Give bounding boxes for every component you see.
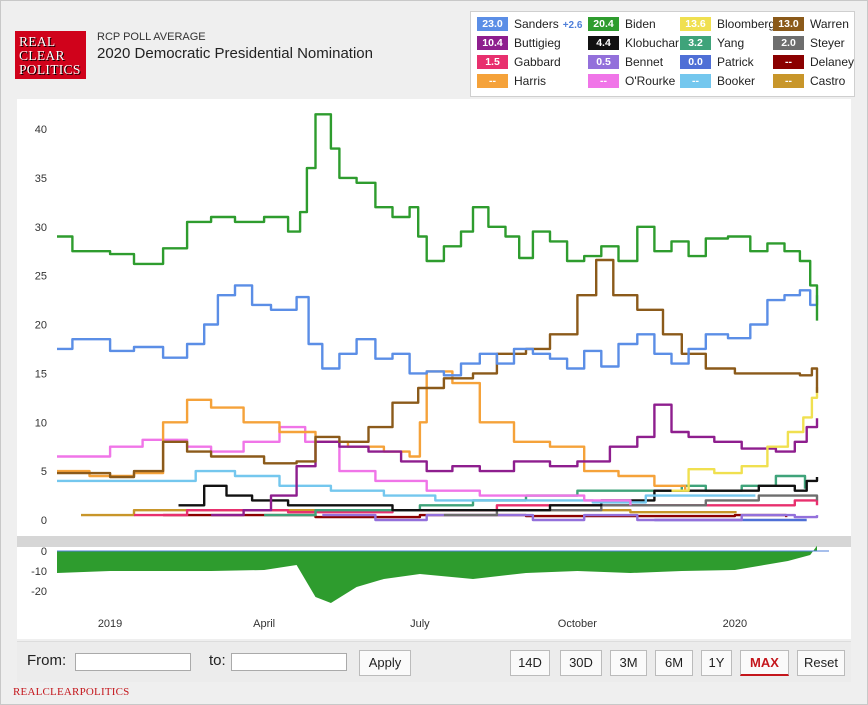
y-tick-label: 25: [35, 271, 47, 283]
legend-name-bennet: Bennet: [625, 55, 664, 69]
y-tick-label: 10: [35, 417, 47, 429]
chart-svg: 0 5 10 15 20 25 30 35 40 0 -10 -20 2019 April July Octo…: [17, 113, 851, 630]
legend: 23.0 Sanders +2.6 20.4 Biden 13.6 Bloomberg 13.…: [470, 11, 855, 97]
range-1y-button[interactable]: 1Y: [701, 650, 732, 676]
series-line-sanders: [57, 284, 819, 377]
legend-value-bloomberg: 13.6: [680, 17, 711, 31]
apply-button[interactable]: Apply: [359, 650, 411, 676]
y-tick-label: 0: [41, 515, 47, 527]
legend-value-bennet: 0.5: [588, 55, 619, 69]
legend-name-buttigieg: Buttigieg: [514, 36, 561, 50]
legend-name-biden: Biden: [625, 17, 656, 31]
series-line-booker: [57, 469, 756, 504]
chart-title: 2020 Democratic Presidential Nomination: [97, 45, 373, 62]
spread-y-tick-label: -10: [31, 566, 47, 578]
legend-value-warren: 13.0: [773, 17, 804, 31]
poll-average-label: RCP POLL AVERAGE: [97, 31, 206, 43]
legend-value-harris: --: [477, 74, 508, 88]
y-tick-label: 35: [35, 173, 47, 185]
rcp-logo: REAL CLEAR POLITICS: [15, 31, 86, 79]
series-line-bloomberg: [671, 387, 819, 492]
legend-value-steyer: 2.0: [773, 36, 804, 50]
from-label: From:: [27, 652, 67, 669]
legend-delta-sanders: +2.6: [562, 20, 583, 31]
reset-button[interactable]: Reset: [797, 650, 845, 676]
logo-line-1: REAL: [19, 34, 56, 49]
legend-name-klobuchar: Klobuchar: [625, 36, 680, 50]
logo-line-2: CLEAR: [19, 48, 65, 63]
x-tick-label: 2019: [98, 618, 122, 630]
range-max-button[interactable]: MAX: [740, 650, 789, 676]
legend-name-castro: Castro: [810, 74, 846, 88]
legend-value-booker: --: [680, 74, 711, 88]
range-3m-button[interactable]: 3M: [610, 650, 647, 676]
subchart-separator: [17, 536, 851, 547]
legend-value-sanders: 23.0: [477, 17, 508, 31]
to-label: to:: [209, 652, 226, 669]
y-tick-label: 40: [35, 124, 47, 136]
series-line-biden: [57, 113, 819, 321]
from-date-input[interactable]: [75, 653, 191, 671]
legend-value-gabbard: 1.5: [477, 55, 508, 69]
legend-name-yang: Yang: [717, 36, 745, 50]
legend-name-booker: Booker: [717, 74, 756, 88]
y-tick-label: 20: [35, 320, 47, 332]
x-tick-label: April: [253, 618, 275, 630]
range-14d-button[interactable]: 14D: [510, 650, 550, 676]
legend-name-sanders: Sanders +2.6: [514, 17, 583, 31]
series-line-warren: [57, 258, 819, 479]
x-tick-label: 2020: [723, 618, 747, 630]
series-line-orourke: [57, 425, 632, 506]
logo-line-3: POLITICS: [19, 62, 81, 77]
range-6m-button[interactable]: 6M: [655, 650, 693, 676]
series-line-klobuchar: [178, 477, 819, 512]
legend-value-biden: 20.4: [588, 17, 619, 31]
legend-value-yang: 3.2: [680, 36, 711, 50]
legend-name-orourke: O'Rourke: [625, 74, 676, 88]
legend-value-orourke: --: [588, 74, 619, 88]
legend-value-castro: --: [773, 74, 804, 88]
footer-brand: REALCLEARPOLITICS: [13, 686, 130, 698]
legend-name-patrick: Patrick: [717, 55, 754, 69]
legend-value-patrick: 0.0: [680, 55, 711, 69]
legend-name-delaney: Delaney: [810, 55, 855, 69]
legend-name-warren: Warren: [810, 17, 849, 31]
y-tick-label: 15: [35, 368, 47, 380]
legend-name-harris: Harris: [514, 74, 546, 88]
legend-value-klobuchar: 4.4: [588, 36, 619, 50]
x-tick-label: July: [410, 618, 430, 630]
legend-name-steyer: Steyer: [810, 36, 845, 50]
spread-y-tick-label: -20: [31, 586, 47, 598]
series-line-bennet: [322, 513, 819, 522]
series-line-harris: [57, 370, 687, 491]
date-controls: From: to: Apply 14D 30D 3M 6M 1Y MAX Res…: [17, 641, 851, 682]
legend-value-delaney: --: [773, 55, 804, 69]
legend-value-buttigieg: 10.4: [477, 36, 508, 50]
range-30d-button[interactable]: 30D: [560, 650, 602, 676]
y-tick-label: 5: [41, 466, 47, 478]
y-tick-label: 30: [35, 222, 47, 234]
x-tick-label: October: [558, 618, 597, 630]
legend-name-gabbard: Gabbard: [514, 55, 561, 69]
spread-area: [57, 545, 817, 603]
legend-name-bloomberg: Bloomberg: [717, 17, 776, 31]
plot-area: 0 5 10 15 20 25 30 35 40 0 -10 -20 2019 April July Octo…: [17, 99, 851, 639]
spread-y-tick-label: 0: [41, 546, 47, 558]
to-date-input[interactable]: [231, 653, 347, 671]
